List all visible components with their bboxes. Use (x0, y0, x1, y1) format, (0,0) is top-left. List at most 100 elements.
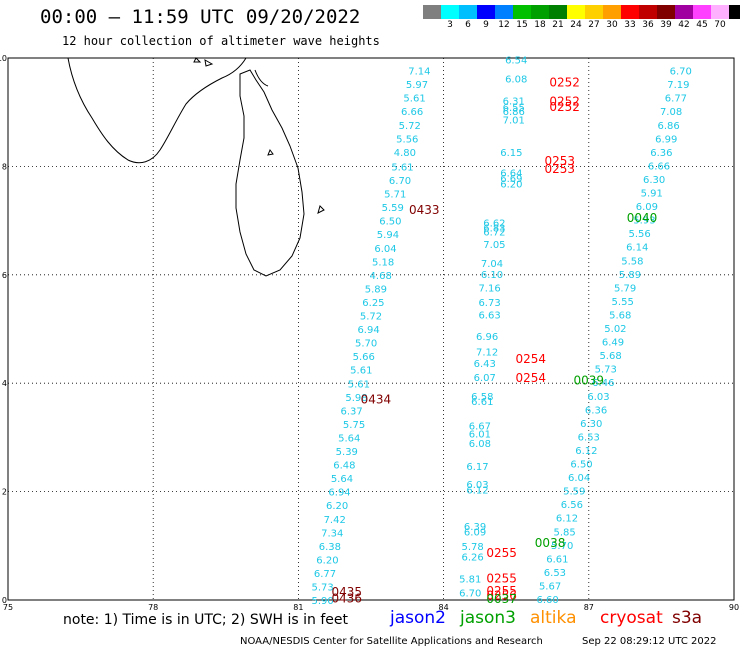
wave-height-label: 5.75 (343, 420, 365, 431)
track-time-label: 0252 (549, 94, 580, 108)
footer-note: note: 1) Time is in UTC; 2) SWH is in fe… (63, 612, 349, 628)
wave-height-label: 5.02 (604, 324, 626, 335)
wave-height-label: 6.77 (314, 569, 336, 580)
wave-height-label: 5.59 (563, 487, 585, 498)
wave-height-label: 7.34 (321, 528, 343, 539)
legend-swatch (585, 5, 603, 19)
wave-height-label: 7.42 (324, 515, 346, 526)
wave-height-label: 6.62 (483, 218, 505, 229)
wave-height-label: 6.55 (503, 103, 525, 114)
legend-label: 39 (660, 20, 672, 30)
wave-height-label: 5.72 (399, 121, 421, 132)
wave-height-label: 4.80 (394, 148, 416, 159)
wave-height-label: 5.58 (621, 256, 643, 267)
wave-height-label: 5.18 (372, 257, 394, 268)
legend-label: 3 (447, 20, 453, 30)
track-time-label: 0433 (409, 203, 440, 217)
track-time-label: 0252 (549, 100, 580, 114)
wave-height-label: 6.49 (602, 338, 624, 349)
wave-height-label: 5.85 (553, 527, 575, 538)
wave-height-label: 6.30 (580, 419, 602, 430)
wave-height-label: 6.70 (670, 67, 692, 78)
wave-height-label: 6.70 (459, 588, 481, 599)
legend-swatch (729, 5, 740, 19)
wave-height-label: 6.03 (466, 480, 488, 491)
wave-height-label: 6.25 (362, 298, 384, 309)
wave-height-label: 5.61 (403, 94, 425, 105)
wave-height-label: 6.94 (328, 488, 350, 499)
wave-height-label: 6.72 (483, 228, 505, 239)
satellite-label-jason2: jason2 (390, 608, 446, 628)
legend-label: 12 (498, 20, 510, 30)
wave-height-label: 6.66 (401, 107, 423, 118)
wave-height-label: 6.64 (500, 168, 522, 179)
track-time-label: 0434 (361, 392, 392, 406)
wave-height-label: 6.10 (481, 270, 503, 281)
legend-label: 45 (696, 20, 708, 30)
wave-height-label: 4.68 (370, 271, 392, 282)
legend-label: 6 (465, 20, 471, 30)
wave-height-label: 5.61 (348, 379, 370, 390)
wave-height-label: 6.01 (469, 430, 491, 441)
track-time-label: 0254 (515, 371, 546, 385)
legend-label: 30 (606, 20, 618, 30)
wave-height-label: 6.86 (503, 107, 525, 118)
legend-swatch (477, 5, 495, 19)
wave-height-label: 5.64 (331, 474, 353, 485)
satellite-label-cryosat: cryosat (600, 608, 663, 628)
legend-swatch (675, 5, 693, 19)
wave-height-label: 6.94 (357, 325, 379, 336)
wave-height-label: 6.31 (503, 96, 525, 107)
wave-height-label: 5.59 (382, 203, 404, 214)
legend-swatch (711, 5, 729, 19)
wave-height-label: 5.56 (628, 229, 650, 240)
track-time-label: 0254 (515, 352, 546, 366)
wave-height-label: 5.71 (384, 190, 406, 201)
wave-height-label: 5.61 (391, 162, 413, 173)
y-tick-label: 2 (2, 488, 7, 497)
wave-height-label: 5.73 (311, 583, 333, 594)
wave-height-label: 6.96 (476, 332, 498, 343)
wave-height-label: 5.70 (355, 339, 377, 350)
legend-swatch (513, 5, 531, 19)
wave-height-label: 6.30 (643, 175, 665, 186)
wave-height-label: 7.04 (481, 259, 503, 270)
track-time-label: 0037 (486, 592, 517, 606)
india-coastline (67, 57, 247, 164)
wave-height-label: 7.19 (667, 80, 689, 91)
wave-height-label: 5.89 (365, 284, 387, 295)
track-time-label: 0039 (574, 373, 605, 387)
wave-height-label: 6.08 (469, 439, 491, 450)
satellite-label-altika: altika (530, 608, 577, 628)
wave-height-label: 6.26 (462, 553, 484, 564)
wave-height-label: 6.12 (466, 486, 488, 497)
wave-height-label: 6.67 (469, 422, 491, 433)
wave-height-label: 6.12 (556, 514, 578, 525)
wave-height-label: 5.56 (396, 134, 418, 145)
legend-swatch (693, 5, 711, 19)
legend-swatch (441, 5, 459, 19)
legend-label: 33 (624, 20, 636, 30)
track-time-label: 0038 (535, 536, 566, 550)
wave-height-label: 6.04 (568, 473, 590, 484)
wave-height-label: 5.81 (459, 574, 481, 585)
wave-height-label: 6.46 (592, 378, 614, 389)
color-legend (423, 5, 740, 19)
legend-label: 36 (642, 20, 654, 30)
wave-height-label: 6.58 (471, 392, 493, 403)
wave-height-label: 5.70 (551, 541, 573, 552)
wave-height-label: 6.99 (655, 134, 677, 145)
wave-height-label: 5.93 (633, 216, 655, 227)
map-title: 00:00 — 11:59 UTC 09/20/2022 (40, 6, 361, 28)
wave-height-label: 6.38 (319, 542, 341, 553)
wave-height-label: 5.73 (595, 365, 617, 376)
timestamp: Sep 22 08:29:12 UTC 2022 (582, 636, 717, 647)
wave-height-label: 6.53 (578, 432, 600, 443)
y-tick-label: 6 (2, 271, 7, 280)
legend-swatch (621, 5, 639, 19)
credit-line: NOAA/NESDIS Center for Satellite Applica… (240, 636, 543, 647)
satellite-label-jason3: jason3 (460, 608, 516, 628)
wave-height-label: 5.78 (462, 542, 484, 553)
track-time-label: 0040 (627, 211, 658, 225)
